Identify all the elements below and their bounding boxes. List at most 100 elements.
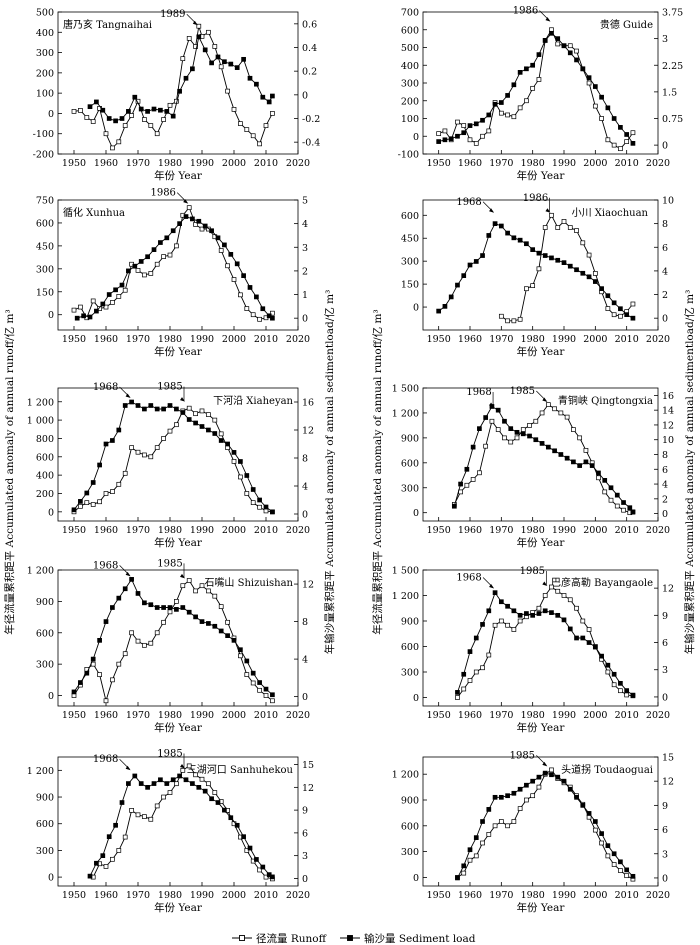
runoff-point (580, 240, 586, 246)
sediment-point (142, 600, 147, 606)
sediment-point (190, 66, 195, 72)
sediment-point (577, 463, 583, 468)
y-left-tick-label: -100 (398, 150, 419, 161)
station-title: 巴彦高勒 Bayangaole (551, 576, 653, 589)
runoff-point (602, 489, 608, 495)
sediment-point (126, 781, 131, 786)
runoff-point (263, 508, 269, 514)
sediment-point (530, 778, 536, 784)
sediment-point (225, 633, 230, 639)
legend-sediment-label: 输沙量 Sediment load (364, 932, 476, 945)
runoff-point (605, 306, 611, 311)
runoff-point (436, 131, 442, 136)
sediment-point (132, 263, 138, 269)
y-left-tick-label: 200 (36, 68, 54, 79)
runoff-point (218, 604, 224, 609)
sediment-point (498, 100, 504, 105)
x-tick-label: 1970 (126, 710, 150, 721)
runoff-point (621, 507, 626, 513)
runoff-point (624, 692, 630, 698)
peak-year-label: 1968 (93, 560, 118, 571)
sediment-point (473, 259, 479, 264)
runoff-point (142, 814, 147, 819)
sediment-point (113, 822, 118, 828)
x-tick-label: 2000 (222, 525, 246, 536)
sediment-point (215, 800, 221, 805)
sediment-point (106, 834, 112, 840)
x-tick-label: 2000 (222, 334, 246, 345)
x-tick-label: 2010 (615, 525, 639, 536)
runoff-point (517, 316, 523, 322)
x-tick-label: 1950 (62, 334, 86, 345)
sediment-point (241, 273, 246, 278)
y-right-tick-label: 2 (662, 494, 668, 505)
y-left-tick-label: 900 (36, 793, 54, 804)
y-left-tick-label: -100 (33, 129, 54, 140)
sediment-point (464, 466, 470, 472)
runoff-series-line (73, 579, 273, 703)
peak-year-label: 1989 (160, 9, 185, 20)
y-right-tick-label: 0.6 (302, 19, 317, 30)
y-left-tick-label: 1 200 (392, 591, 419, 602)
sediment-point (480, 117, 485, 123)
sediment-point (196, 34, 202, 40)
sediment-point (558, 452, 564, 457)
runoff-point (116, 481, 122, 487)
runoff-series-line (438, 28, 634, 150)
runoff-point (84, 500, 90, 506)
runoff-point (536, 77, 542, 82)
y-right-tick-label: 14 (662, 406, 674, 417)
runoff-point (97, 499, 102, 505)
x-tick-label: 2000 (583, 334, 607, 345)
y-right-tick-label: 12 (302, 580, 314, 591)
runoff-point (110, 856, 115, 862)
runoff-point (536, 266, 542, 272)
peak-year-label: 1986 (150, 188, 175, 199)
sediment-point (135, 403, 141, 408)
station-title: 青铜峡 Qingtongxia (558, 394, 653, 407)
y-left-tick-label: 500 (401, 43, 419, 54)
peak-year-label: 1968 (93, 754, 118, 765)
runoff-point (561, 593, 567, 598)
sediment-point (145, 785, 150, 790)
sediment-point (103, 441, 109, 447)
x-tick-label: 1970 (126, 890, 150, 901)
y-left-tick-label: 400 (36, 471, 54, 482)
runoff-point (244, 672, 250, 677)
plot-frame (57, 756, 299, 887)
runoff-point (473, 853, 479, 859)
x-tick-label: 1950 (427, 334, 451, 345)
sediment-point (164, 235, 170, 241)
sediment-point (630, 315, 636, 321)
peak-arrow-head (542, 761, 548, 767)
sediment-point (542, 608, 548, 614)
y-right-tick-label: 4 (662, 480, 668, 491)
sediment-point (473, 835, 479, 840)
sediment-series-line (89, 35, 273, 122)
runoff-point (116, 848, 122, 853)
y-left-tick-label: 0 (413, 873, 419, 884)
station-title: 贵德 Guide (600, 18, 653, 31)
y-left-tick-label: 300 (401, 257, 419, 268)
y-right-tick-label: 3 (302, 851, 308, 862)
runoff-point (193, 772, 198, 778)
sediment-point (263, 504, 269, 510)
sediment-point (78, 680, 83, 685)
runoff-point (142, 642, 147, 648)
y-right-tick-label: 12 (302, 426, 314, 437)
runoff-series-line (73, 26, 273, 149)
runoff-point (549, 584, 554, 590)
runoff-point (592, 103, 598, 109)
runoff-point (605, 669, 611, 675)
runoff-point (110, 145, 115, 151)
runoff-point (167, 252, 173, 258)
runoff-point (586, 80, 592, 86)
runoff-point (71, 109, 77, 114)
y-left-tick-label: 300 (401, 847, 419, 858)
runoff-point (539, 410, 545, 416)
peak-year-label: 1985 (157, 748, 182, 759)
runoff-point (212, 44, 218, 49)
y-right-tick-label: 6 (662, 825, 668, 836)
runoff-point (231, 459, 237, 464)
sediment-point (231, 637, 237, 643)
